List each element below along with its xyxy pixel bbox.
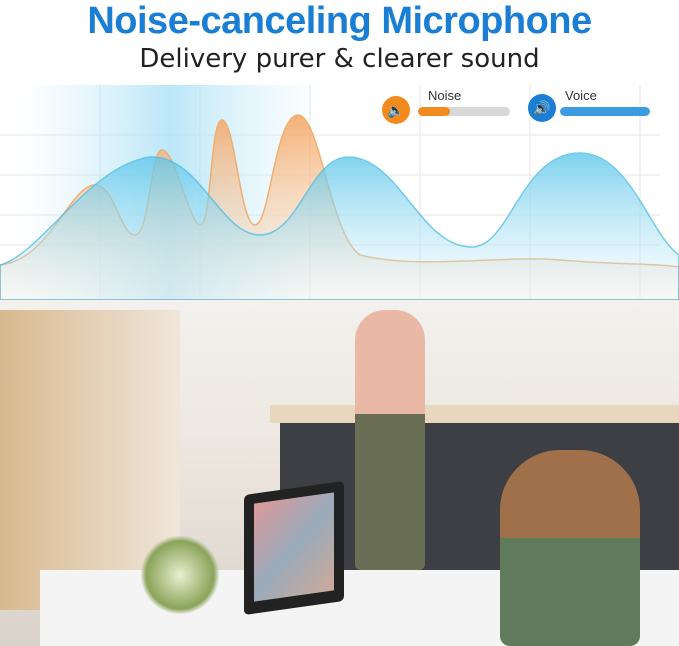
flowers: [140, 535, 220, 615]
girl: [500, 450, 640, 646]
legend-voice-label: Voice: [565, 88, 597, 103]
legend-noise-label: Noise: [428, 88, 462, 103]
speaker-muted-icon: 🔈: [382, 96, 410, 124]
subheadline: Delivery purer & clearer sound: [139, 44, 540, 74]
speaker-loud-icon: 🔊: [528, 94, 556, 122]
headline: Noise-canceling Microphone: [87, 0, 592, 42]
voice-level-bar: [560, 107, 650, 116]
sound-waveform: [0, 85, 679, 300]
person-background: [355, 310, 425, 570]
voice-wave: [0, 152, 679, 300]
noise-level-bar: [418, 107, 510, 116]
product-photo-home-office: [0, 300, 679, 646]
